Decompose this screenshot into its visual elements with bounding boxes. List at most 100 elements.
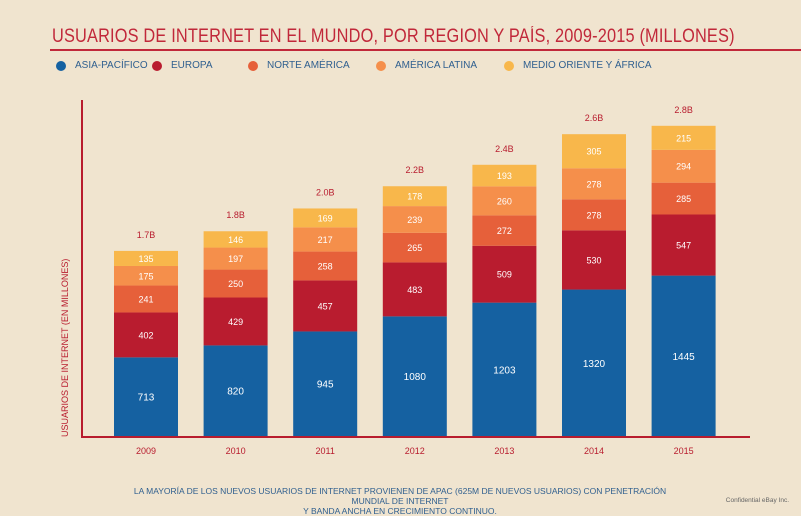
bar-segment xyxy=(114,265,178,286)
total-label: 2.6B xyxy=(585,113,604,123)
data-label: 1203 xyxy=(493,365,516,376)
chart-title: USUARIOS DE INTERNET EN EL MUNDO, POR RE… xyxy=(52,26,735,47)
data-label: 239 xyxy=(407,215,422,225)
bar-segment xyxy=(472,245,537,303)
data-label: 278 xyxy=(586,210,601,220)
bar-segment xyxy=(382,206,447,233)
x-tick-label: 2015 xyxy=(674,446,694,456)
data-label: 1445 xyxy=(672,352,695,363)
legend-marker xyxy=(504,60,514,71)
data-label: 402 xyxy=(138,330,153,340)
bar-segment xyxy=(293,251,358,281)
data-label: 1320 xyxy=(583,359,606,370)
bar-segment xyxy=(472,164,537,187)
bar-segment xyxy=(651,182,716,215)
legend-marker xyxy=(152,60,162,71)
footer-note-line2: Y BANDA ANCHA EN CRECIMIENTO CONTINUO. xyxy=(303,506,497,516)
bar-segment xyxy=(562,289,626,437)
total-label: 1.7B xyxy=(137,230,156,240)
total-label: 2.2B xyxy=(406,165,425,175)
data-label: 178 xyxy=(407,192,422,202)
bar-segment xyxy=(562,230,626,290)
footer-note: LA MAYORÍA DE LOS NUEVOS USUARIOS DE INT… xyxy=(120,486,680,516)
bar-segment xyxy=(472,302,537,437)
x-tick-label: 2011 xyxy=(316,446,335,456)
bar-segment xyxy=(293,208,358,228)
data-label: 169 xyxy=(318,213,333,223)
bar-segment xyxy=(562,168,626,200)
data-label: 241 xyxy=(138,294,153,304)
bar-segment xyxy=(114,312,178,358)
data-label: 258 xyxy=(318,261,333,271)
data-label: 713 xyxy=(138,393,155,404)
data-label: 175 xyxy=(138,271,153,281)
legend-label: AMÉRICA LATINA xyxy=(395,60,478,71)
legend-label: MEDIO ORIENTE Y ÁFRICA xyxy=(523,60,652,71)
bar-segment xyxy=(651,149,716,183)
bar-segment xyxy=(382,232,447,263)
data-label: 265 xyxy=(407,243,422,253)
legend-item: NORTE AMÉRICA xyxy=(248,60,376,71)
data-label: 250 xyxy=(228,279,243,289)
x-tick-label: 2012 xyxy=(405,446,425,456)
legend-marker xyxy=(376,60,386,71)
bar-segment xyxy=(651,214,716,276)
data-label: 483 xyxy=(407,285,422,295)
legend-label: NORTE AMÉRICA xyxy=(267,60,350,71)
bar-segment xyxy=(203,345,268,437)
confidential-label: Confidential eBay Inc. xyxy=(725,497,789,504)
bar-segment xyxy=(472,186,537,216)
x-tick-label: 2010 xyxy=(226,446,246,456)
legend-marker xyxy=(248,60,258,71)
x-tick-label: 2013 xyxy=(494,446,514,456)
bar-segment xyxy=(203,269,268,298)
bar-segment xyxy=(114,357,178,437)
total-label: 1.8B xyxy=(226,210,245,220)
data-label: 547 xyxy=(676,241,691,251)
legend-marker xyxy=(56,60,66,71)
bar-segment xyxy=(651,275,716,437)
legend-item: AMÉRICA LATINA xyxy=(376,60,504,71)
data-label: 1080 xyxy=(404,372,427,383)
data-label: 260 xyxy=(497,196,512,206)
bar-segment xyxy=(382,316,447,437)
data-label: 197 xyxy=(228,254,243,264)
footer-note-line1: LA MAYORÍA DE LOS NUEVOS USUARIOS DE INT… xyxy=(133,486,667,506)
data-label: 294 xyxy=(676,162,691,172)
total-label: 2.8B xyxy=(674,105,693,115)
bar-segment xyxy=(472,215,537,246)
bar-segment xyxy=(203,247,268,270)
bar-segment xyxy=(382,186,447,207)
bar-segment xyxy=(562,199,626,231)
data-label: 820 xyxy=(227,387,244,398)
data-label: 945 xyxy=(317,380,334,391)
data-label: 509 xyxy=(497,270,512,280)
data-label: 193 xyxy=(497,171,512,181)
bar-segment xyxy=(114,250,178,266)
bar-segment xyxy=(114,285,178,313)
data-label: 215 xyxy=(676,133,691,143)
data-label: 457 xyxy=(318,301,333,311)
bar-segment xyxy=(651,125,716,150)
data-label: 217 xyxy=(318,235,333,245)
x-tick-label: 2009 xyxy=(136,446,156,456)
x-tick-label: 2014 xyxy=(584,446,604,456)
bar-segment xyxy=(203,297,268,346)
legend-item: EUROPA xyxy=(152,60,248,71)
total-label: 2.4B xyxy=(495,144,514,154)
legend-item: MEDIO ORIENTE Y ÁFRICA xyxy=(504,60,664,71)
data-label: 530 xyxy=(586,255,601,265)
data-label: 278 xyxy=(586,179,601,189)
bar-segment xyxy=(203,231,268,248)
data-label: 135 xyxy=(138,254,153,264)
data-label: 272 xyxy=(497,226,512,236)
legend-label: EUROPA xyxy=(171,60,213,71)
title-underline xyxy=(50,49,801,51)
legend-item: ASIA-PACÍFICO xyxy=(56,60,152,71)
bar-segment xyxy=(293,280,358,332)
bar-segment xyxy=(293,227,358,252)
bar-segment xyxy=(293,331,358,437)
total-label: 2.0B xyxy=(316,187,335,197)
data-label: 285 xyxy=(676,194,691,204)
data-label: 429 xyxy=(228,317,243,327)
